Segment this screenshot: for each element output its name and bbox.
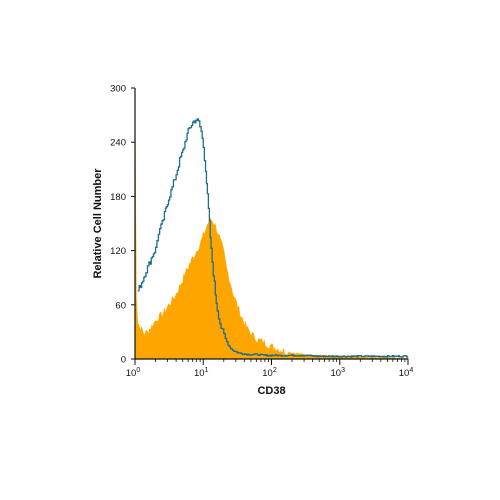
x-axis-title: CD38 (257, 385, 285, 397)
x-tick-label: 104 (399, 367, 414, 379)
y-tick-label: 240 (110, 138, 126, 149)
x-axis-ticks: 100 101 102 103 104 (126, 359, 414, 379)
y-tick-label: 60 (115, 300, 126, 311)
x-tick-label: 103 (331, 367, 346, 379)
y-tick-label: 0 (121, 355, 126, 366)
y-axis-ticks: 0 60 120 180 240 300 (110, 84, 135, 366)
x-tick-label: 102 (262, 367, 277, 379)
x-tick-label: 101 (194, 367, 209, 379)
y-tick-label: 180 (110, 192, 126, 203)
y-axis-title: Relative Cell Number (92, 168, 104, 279)
series-outline-histogram (137, 118, 409, 358)
y-tick-label: 120 (110, 246, 126, 257)
x-tick-label: 100 (126, 367, 141, 379)
y-tick-label: 300 (110, 84, 126, 95)
series-filled-histogram (134, 88, 409, 360)
series-layer (134, 88, 409, 360)
